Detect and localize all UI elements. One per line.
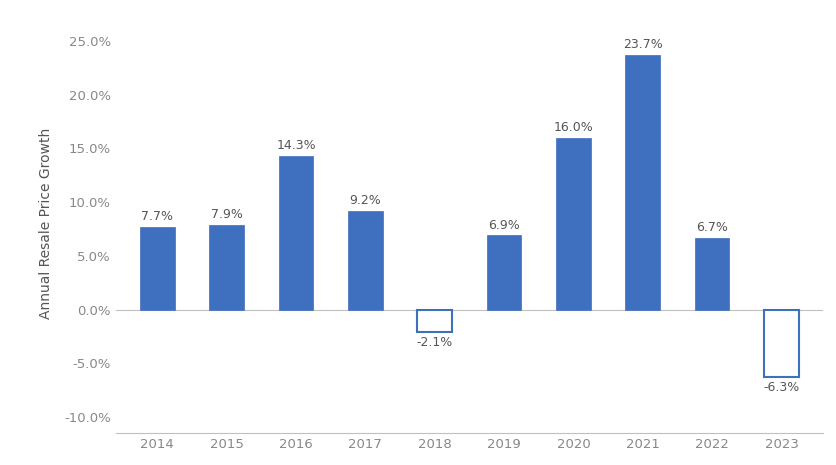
Text: 16.0%: 16.0% (553, 121, 593, 134)
Bar (555, 138, 590, 310)
Bar (624, 55, 660, 310)
Text: 7.9%: 7.9% (211, 208, 242, 221)
Bar (694, 238, 729, 310)
Text: 6.9%: 6.9% (487, 219, 519, 232)
Text: 9.2%: 9.2% (349, 194, 381, 207)
Text: -2.1%: -2.1% (416, 336, 452, 349)
Bar (209, 225, 244, 310)
Bar (763, 310, 798, 377)
Bar (278, 156, 313, 310)
Text: 6.7%: 6.7% (696, 221, 727, 234)
Text: 14.3%: 14.3% (276, 139, 315, 152)
Text: 23.7%: 23.7% (622, 38, 662, 51)
Y-axis label: Annual Resale Price Growth: Annual Resale Price Growth (39, 128, 53, 319)
Bar (417, 310, 451, 332)
Text: 7.7%: 7.7% (141, 210, 173, 223)
Text: -6.3%: -6.3% (762, 381, 798, 394)
Bar (140, 227, 175, 310)
Bar (487, 235, 521, 310)
Bar (348, 211, 382, 310)
